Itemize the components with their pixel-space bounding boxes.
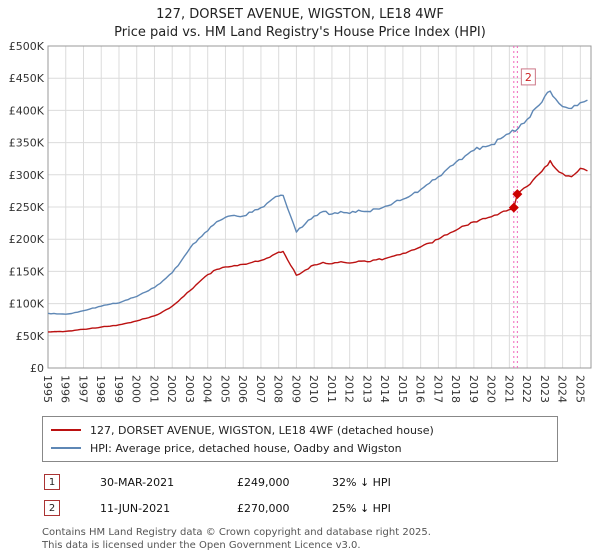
- svg-text:2023: 2023: [538, 375, 551, 403]
- chart-legend: 127, DORSET AVENUE, WIGSTON, LE18 4WF (d…: [42, 416, 558, 462]
- legend-label-property: 127, DORSET AVENUE, WIGSTON, LE18 4WF (d…: [90, 423, 434, 437]
- transaction-row-2: 2 11-JUN-2021 £270,000 25% ↓ HPI: [44, 500, 600, 516]
- svg-text:2006: 2006: [236, 375, 249, 403]
- svg-text:2001: 2001: [147, 375, 160, 403]
- svg-text:2024: 2024: [556, 375, 569, 403]
- svg-text:2002: 2002: [165, 375, 178, 403]
- legend-item-property: 127, DORSET AVENUE, WIGSTON, LE18 4WF (d…: [51, 421, 549, 439]
- legend-label-hpi: HPI: Average price, detached house, Oadb…: [90, 441, 402, 455]
- svg-text:2015: 2015: [396, 375, 409, 403]
- transaction-1-hpi-delta: 32% ↓ HPI: [332, 475, 391, 489]
- hpi-line-swatch: [51, 447, 81, 449]
- svg-text:£450K: £450K: [9, 72, 45, 85]
- legend-item-hpi: HPI: Average price, detached house, Oadb…: [51, 439, 549, 457]
- svg-text:2020: 2020: [485, 375, 498, 403]
- svg-text:2021: 2021: [502, 375, 515, 403]
- svg-text:1995: 1995: [41, 375, 54, 403]
- svg-text:2014: 2014: [378, 375, 391, 403]
- svg-text:2007: 2007: [254, 375, 267, 403]
- transaction-2-date: 11-JUN-2021: [100, 501, 171, 515]
- transaction-1-price: £249,000: [237, 475, 290, 489]
- transaction-row-1: 1 30-MAR-2021 £249,000 32% ↓ HPI: [44, 474, 600, 490]
- svg-text:1998: 1998: [94, 375, 107, 403]
- svg-text:£500K: £500K: [9, 42, 45, 53]
- property-line-swatch: [51, 429, 81, 431]
- svg-text:2: 2: [525, 71, 532, 84]
- svg-text:£250K: £250K: [9, 201, 45, 214]
- svg-text:2019: 2019: [467, 375, 480, 403]
- svg-text:2011: 2011: [325, 375, 338, 403]
- svg-text:2009: 2009: [289, 375, 302, 403]
- svg-text:2017: 2017: [431, 375, 444, 403]
- svg-text:2003: 2003: [183, 375, 196, 403]
- svg-text:1997: 1997: [76, 375, 89, 403]
- svg-text:2013: 2013: [360, 375, 373, 403]
- copyright-line-1: Contains HM Land Registry data © Crown c…: [42, 527, 431, 538]
- svg-text:2018: 2018: [449, 375, 462, 403]
- page-subtitle: Price paid vs. HM Land Registry's House …: [114, 25, 486, 40]
- svg-text:1996: 1996: [59, 375, 72, 403]
- svg-text:£350K: £350K: [9, 137, 45, 150]
- svg-text:2004: 2004: [201, 375, 214, 403]
- transactions-table: 1 30-MAR-2021 £249,000 32% ↓ HPI 2 11-JU…: [44, 474, 600, 516]
- svg-text:2016: 2016: [414, 375, 427, 403]
- svg-text:£50K: £50K: [16, 330, 45, 343]
- svg-text:£400K: £400K: [9, 104, 45, 117]
- svg-text:£200K: £200K: [9, 233, 45, 246]
- copyright-footer: Contains HM Land Registry data © Crown c…: [42, 526, 600, 552]
- svg-text:2000: 2000: [130, 375, 143, 403]
- svg-text:2010: 2010: [307, 375, 320, 403]
- transaction-1-badge: 1: [44, 474, 60, 490]
- svg-text:2012: 2012: [343, 375, 356, 403]
- svg-text:£0: £0: [30, 362, 44, 375]
- page-title: 127, DORSET AVENUE, WIGSTON, LE18 4WF: [156, 7, 444, 22]
- copyright-line-2: This data is licensed under the Open Gov…: [42, 540, 361, 551]
- svg-text:£100K: £100K: [9, 298, 45, 311]
- transaction-1-date: 30-MAR-2021: [100, 475, 175, 489]
- svg-text:2025: 2025: [573, 375, 586, 403]
- svg-text:1999: 1999: [112, 375, 125, 403]
- svg-text:2005: 2005: [218, 375, 231, 403]
- svg-text:2022: 2022: [520, 375, 533, 403]
- svg-text:£300K: £300K: [9, 169, 45, 182]
- transaction-2-hpi-delta: 25% ↓ HPI: [332, 501, 391, 515]
- svg-text:£150K: £150K: [9, 265, 45, 278]
- transaction-2-badge: 2: [44, 500, 60, 516]
- svg-text:2008: 2008: [272, 375, 285, 403]
- price-chart: £0 £50K £100K £150K £200K £250K £300K £350K £400…: [9, 42, 592, 403]
- transaction-2-price: £270,000: [237, 501, 290, 515]
